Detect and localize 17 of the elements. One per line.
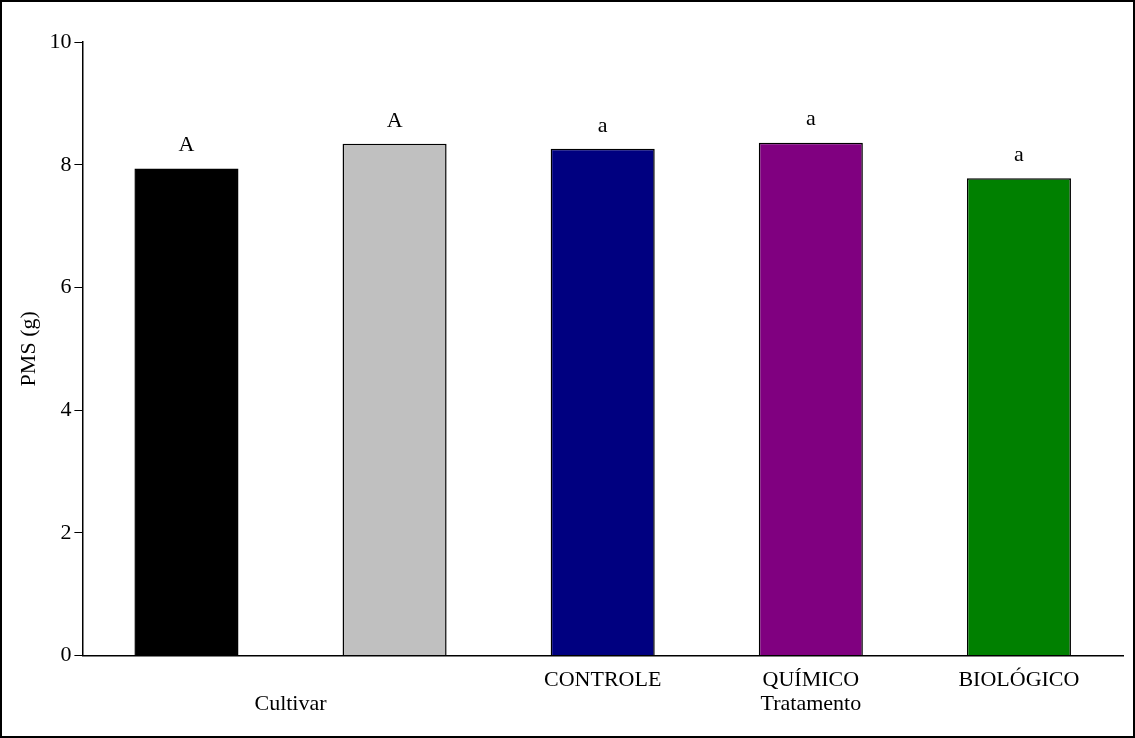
data-label: a: [805, 105, 816, 131]
text: Cultivar: [254, 690, 328, 716]
x-tick-label: QUÍMICO: [762, 665, 860, 691]
x-tick-label: CONTROLE: [544, 665, 662, 691]
y-axis-title: PMS (g): [14, 311, 40, 387]
data-label: a: [597, 111, 608, 137]
x-tick-label: BIOLÓGICO: [958, 665, 1080, 691]
data-label: a: [1014, 141, 1025, 166]
y-tick-label: 0: [60, 641, 72, 667]
y-tick-label: 6: [60, 273, 72, 299]
y-tick-label: 4: [60, 395, 72, 421]
y-tick-label: 2: [60, 518, 72, 544]
text: Tratamento: [760, 690, 862, 716]
y-tick-label: 8: [60, 150, 72, 176]
y-tick-label: 10: [49, 27, 72, 53]
data-label: A: [178, 131, 195, 157]
data-label: A: [386, 106, 403, 132]
